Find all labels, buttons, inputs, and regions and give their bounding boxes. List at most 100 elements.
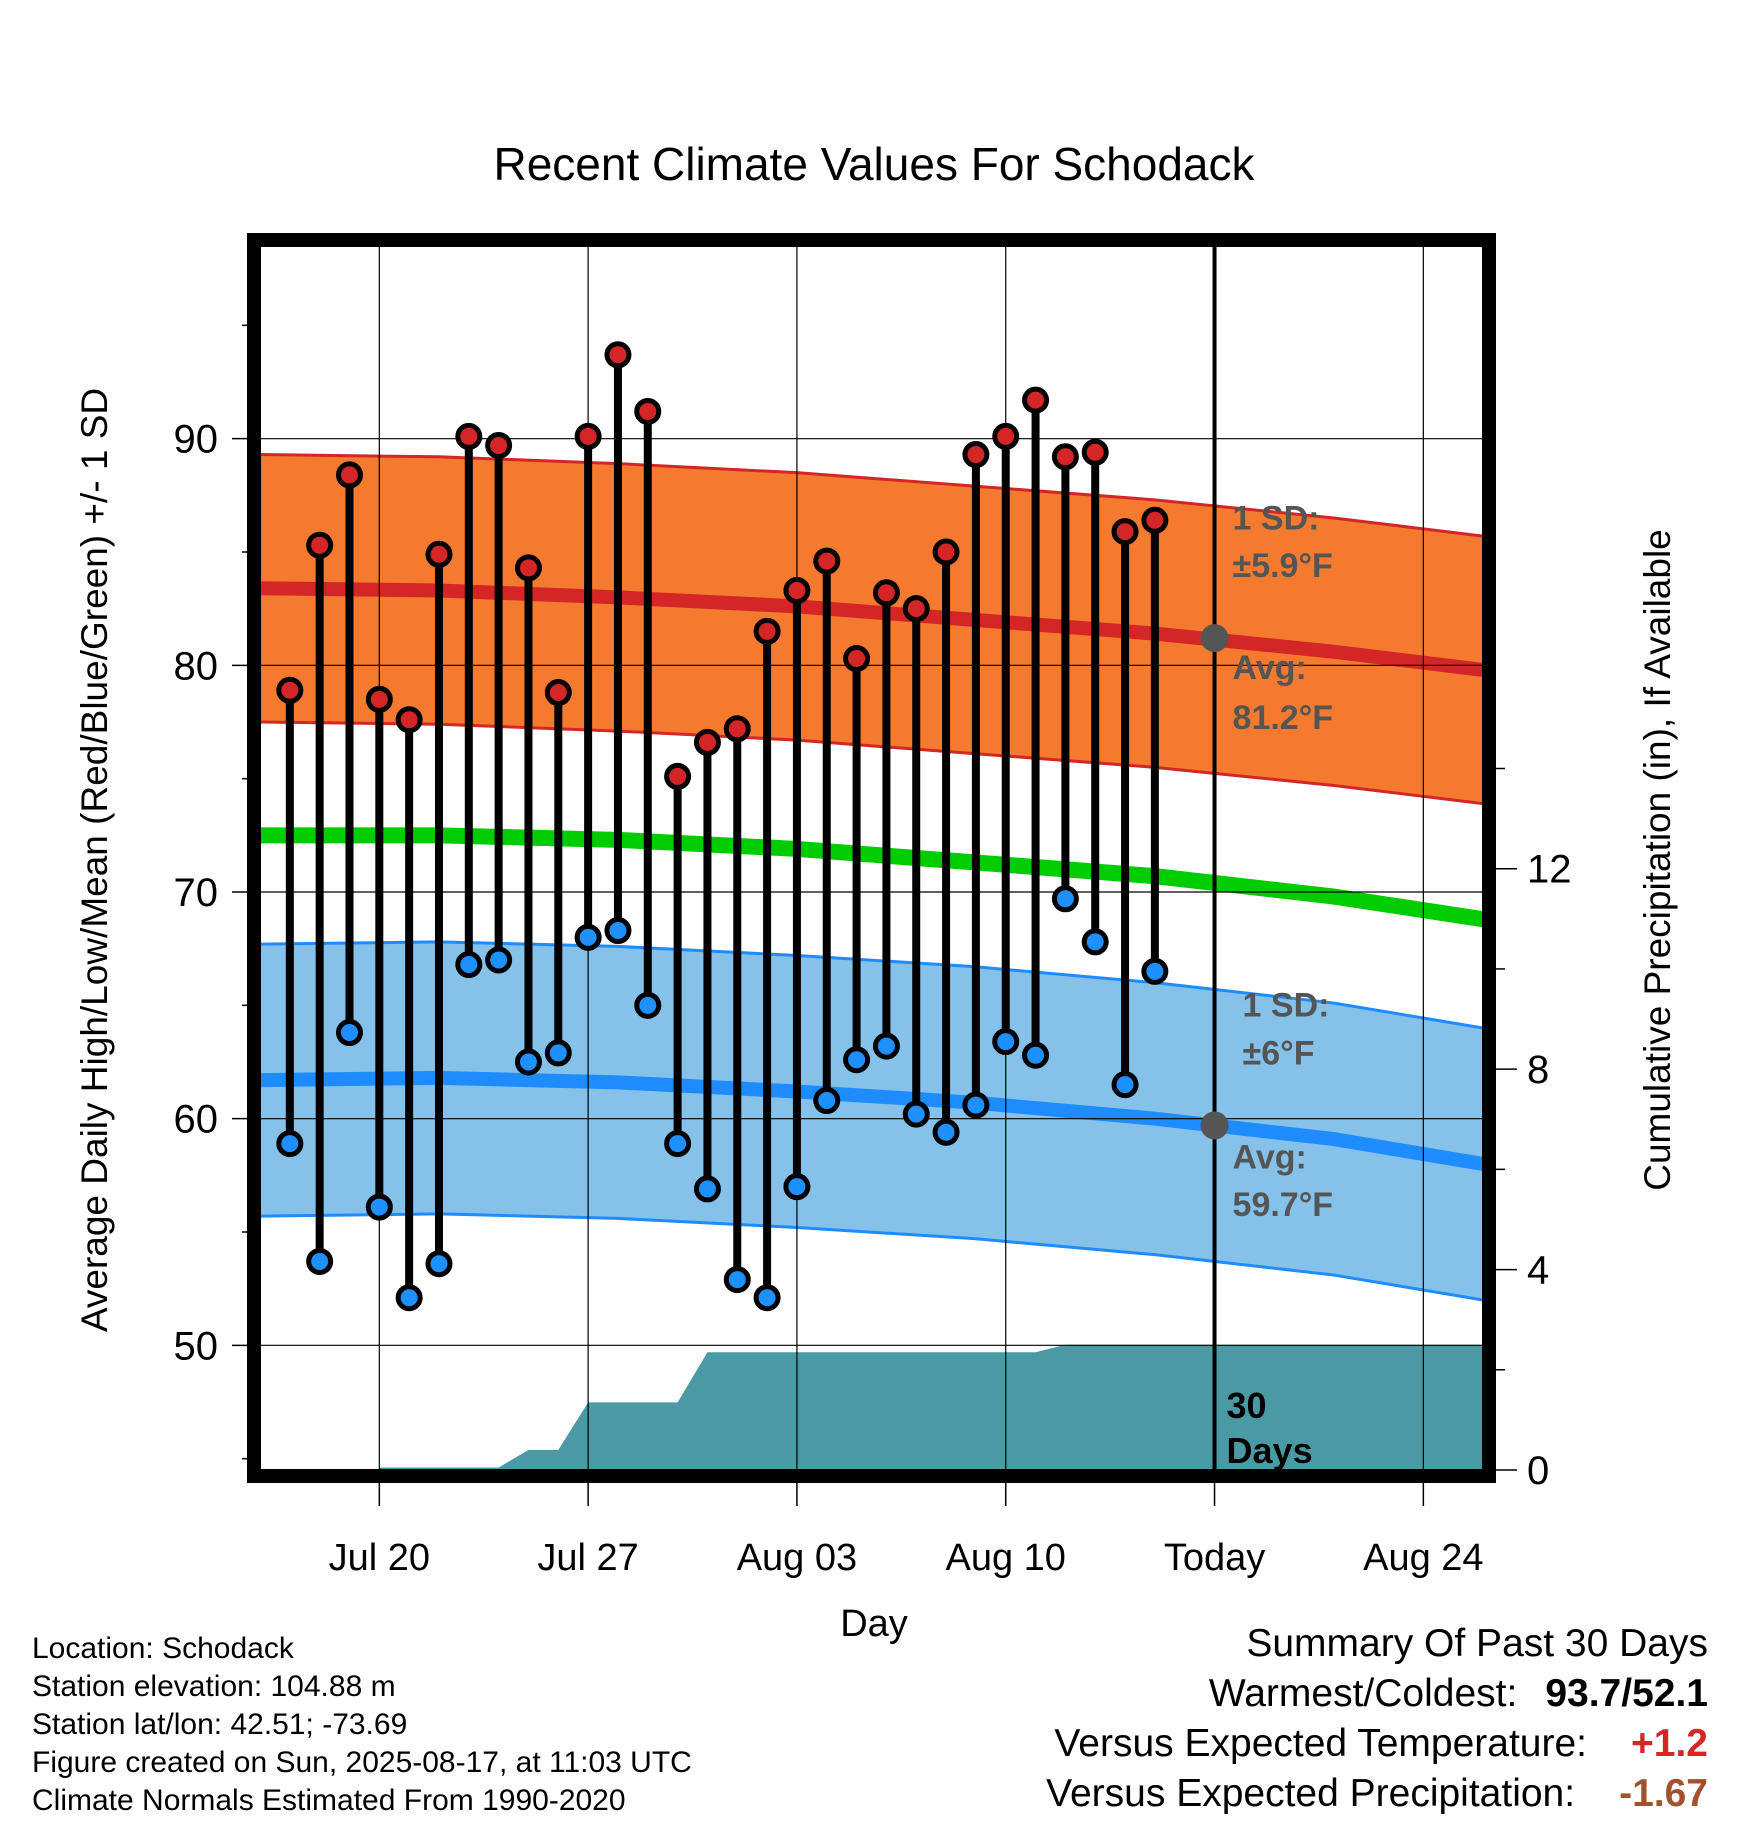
- daily-low-point: [395, 1284, 423, 1312]
- daily-high-point: [276, 676, 304, 704]
- high-sd-value: ±5.9°F: [1233, 547, 1333, 585]
- daily-high-point: [634, 397, 662, 425]
- daily-low-point: [365, 1193, 393, 1221]
- daily-low-point: [544, 1039, 572, 1067]
- daily-low-point: [932, 1118, 960, 1146]
- x-axis-label: Day: [840, 1603, 908, 1645]
- plot-frame: [247, 233, 1496, 1483]
- daily-high-point: [1022, 386, 1050, 414]
- low-band: [260, 941, 1483, 1300]
- daily-low-point: [306, 1247, 334, 1275]
- daily-low-point: [514, 1048, 542, 1076]
- daily-high-point: [306, 531, 334, 559]
- daily-high-point: [335, 461, 363, 489]
- daily-high-point: [992, 422, 1020, 450]
- x-tick-label: Today: [1164, 1537, 1265, 1579]
- y2-tick-label: 4: [1527, 1249, 1549, 1293]
- low-avg-value: 59.7°F: [1233, 1186, 1334, 1224]
- daily-high-point: [455, 422, 483, 450]
- daily-low-point: [813, 1087, 841, 1115]
- daily-high-point: [813, 547, 841, 575]
- daily-low-point: [992, 1028, 1020, 1056]
- x-tick-label: Jul 27: [537, 1537, 638, 1579]
- daily-low-point: [872, 1032, 900, 1060]
- low-normal-line: [260, 1070, 1483, 1171]
- summary-warmest: Warmest/Coldest: 93.7/52.1: [1209, 1672, 1708, 1716]
- high-sd-label: 1 SD:: [1233, 499, 1320, 537]
- daily-high-point: [872, 579, 900, 607]
- summary-temp: Versus Expected Temperature: +1.2: [1054, 1722, 1708, 1766]
- daily-high-point: [574, 422, 602, 450]
- precip-window-label: 30: [1227, 1385, 1267, 1426]
- daily-high-point: [902, 595, 930, 623]
- daily-high-point: [723, 715, 751, 743]
- daily-low-point: [634, 991, 662, 1019]
- daily-high-point: [664, 762, 692, 790]
- y-axis-label: Average Daily High/Low/Mean (Red/Blue/Gr…: [74, 388, 115, 1332]
- daily-high-point: [1141, 506, 1169, 534]
- daily-high-point: [843, 645, 871, 673]
- created-text: Figure created on Sun, 2025-08-17, at 11…: [32, 1746, 692, 1779]
- x-tick-label: Aug 03: [737, 1537, 857, 1579]
- elevation-text: Station elevation: 104.88 m: [32, 1670, 396, 1703]
- daily-low-point: [664, 1130, 692, 1158]
- daily-low-point: [335, 1019, 363, 1047]
- today-low-avg-marker: [1200, 1111, 1229, 1140]
- daily-low-point: [574, 923, 602, 951]
- daily-low-point: [902, 1100, 930, 1128]
- x-tick-label: Aug 10: [946, 1537, 1066, 1579]
- y-tick-label: 80: [174, 644, 219, 688]
- today-high-avg-marker: [1200, 624, 1229, 653]
- high-band: [260, 454, 1483, 804]
- warmest-label: Warmest/Coldest:: [1208, 1672, 1518, 1715]
- y-tick-label: 50: [174, 1324, 219, 1368]
- daily-low-point: [455, 951, 483, 979]
- low-band-lower: [260, 1212, 1483, 1302]
- precip-area: [379, 1344, 1483, 1470]
- normals-text: Climate Normals Estimated From 1990-2020: [32, 1784, 626, 1817]
- temp-label: Versus Expected Temperature:: [1054, 1722, 1587, 1765]
- daily-high-point: [783, 577, 811, 605]
- latlon-text: Station lat/lon: 42.51; -73.69: [32, 1708, 408, 1741]
- x-tick-label: Aug 24: [1363, 1537, 1483, 1579]
- daily-low-point: [1141, 957, 1169, 985]
- location-text: Location: Schodack: [32, 1632, 294, 1665]
- daily-high-point: [395, 706, 423, 734]
- y-tick-label: 60: [174, 1098, 219, 1142]
- daily-high-point: [1111, 518, 1139, 546]
- high-avg-value: 81.2°F: [1233, 699, 1334, 737]
- daily-high-point: [604, 341, 632, 369]
- daily-low-point: [753, 1284, 781, 1312]
- y-tick-label: 90: [174, 418, 219, 462]
- daily-low-point: [604, 917, 632, 945]
- y-tick-label: 70: [174, 871, 219, 915]
- mean-normal-line: [260, 827, 1483, 928]
- daily-low-point: [1081, 928, 1109, 956]
- y2-tick-label: 0: [1527, 1449, 1549, 1493]
- chart-title: Recent Climate Values For Schodack: [493, 138, 1255, 190]
- x-tick-label: Jul 20: [329, 1537, 430, 1579]
- daily-high-point: [425, 540, 453, 568]
- daily-low-point: [1051, 885, 1079, 913]
- high-avg-label: Avg:: [1233, 649, 1307, 687]
- daily-high-point: [485, 431, 513, 459]
- daily-high-point: [753, 617, 781, 645]
- daily-low-point: [1022, 1041, 1050, 1069]
- daily-high-point: [932, 538, 960, 566]
- daily-low-point: [276, 1130, 304, 1158]
- low-sd-value: ±6°F: [1243, 1034, 1315, 1072]
- daily-high-point: [544, 679, 572, 707]
- daily-high-point: [365, 685, 393, 713]
- daily-low-point: [783, 1173, 811, 1201]
- temp-value: +1.2: [1631, 1722, 1708, 1765]
- summary-title: Summary Of Past 30 Days: [1246, 1622, 1708, 1665]
- y2-axis-label: Cumulative Precipitation (in), If Availa…: [1637, 529, 1678, 1191]
- low-sd-label: 1 SD:: [1243, 987, 1330, 1025]
- y2-tick-label: 12: [1527, 848, 1572, 892]
- daily-low-point: [843, 1046, 871, 1074]
- daily-low-point: [693, 1175, 721, 1203]
- daily-high-point: [1051, 443, 1079, 471]
- plot-area: 1 SD: ±5.9°F Avg: 81.2°F 1 SD: ±6°F Avg: 59.7°F…: [260, 246, 1483, 1470]
- daily-low-point: [962, 1091, 990, 1119]
